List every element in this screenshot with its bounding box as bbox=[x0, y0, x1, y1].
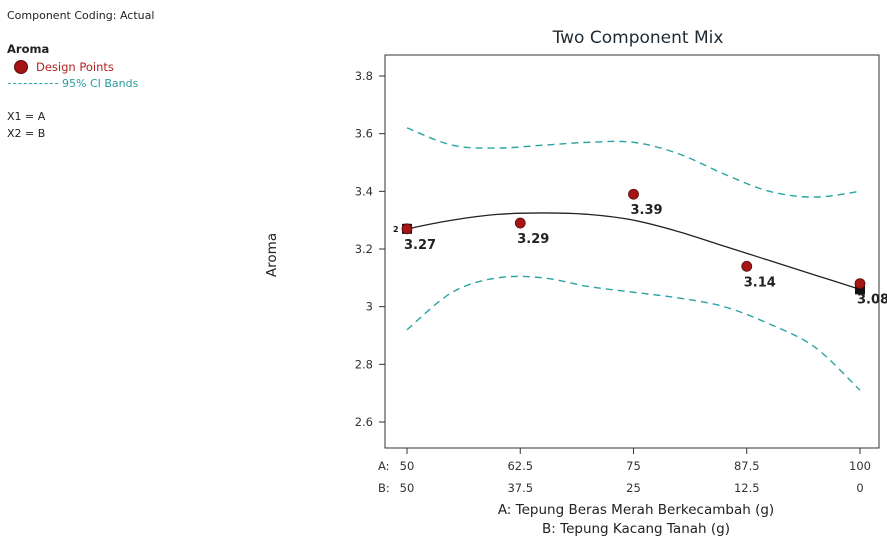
replicate-count: 2 bbox=[393, 225, 399, 234]
x-tick-label-b: 37.5 bbox=[507, 481, 533, 495]
x-row-a-label: A: bbox=[378, 459, 390, 473]
x-tick-label-b: 50 bbox=[400, 481, 415, 495]
design-point-label: 3.08 bbox=[857, 293, 887, 308]
y-tick-label: 3.8 bbox=[355, 69, 373, 83]
design-points: 3.27 2 3.29 3.39 3.14 3.08 bbox=[393, 188, 887, 308]
y-tick-label: 2.6 bbox=[355, 415, 373, 429]
design-point bbox=[514, 217, 526, 229]
y-tick-label: 2.8 bbox=[355, 357, 373, 371]
x-tick-label-a: 50 bbox=[400, 459, 415, 473]
x-tick-label-a: 100 bbox=[849, 459, 871, 473]
fit-curve-group bbox=[406, 212, 861, 290]
design-point bbox=[741, 260, 753, 272]
design-point-label: 3.27 bbox=[404, 238, 436, 253]
y-tick-label: 3 bbox=[366, 300, 373, 314]
x-axis-label-a: A: Tepung Beras Merah Berkecambah (g) bbox=[498, 502, 774, 518]
actual-value-marker bbox=[855, 284, 865, 295]
x-tick-label-a: 62.5 bbox=[507, 459, 533, 473]
y-axis: 2.6 2.8 3 3.2 3.4 3.6 3.8 bbox=[355, 69, 385, 429]
legend-design-points: Design Points bbox=[14, 60, 114, 74]
x-tick-label-b: 25 bbox=[626, 481, 641, 495]
x1-mapping: X1 = A bbox=[7, 110, 46, 123]
design-point-label: 3.29 bbox=[517, 232, 549, 247]
response-name: Aroma bbox=[7, 42, 50, 56]
legend-ci-bands: 95% CI Bands bbox=[8, 77, 138, 90]
ci-lower-band bbox=[406, 275, 861, 391]
x-row-b-label: B: bbox=[378, 481, 390, 495]
design-point-marker-icon bbox=[14, 60, 28, 74]
design-point-label: 3.39 bbox=[631, 203, 663, 218]
design-point bbox=[854, 278, 866, 290]
ci-upper-band bbox=[406, 127, 861, 198]
x-axis: 50 50 62.5 37.5 75 25 87.5 12.5 100 0 bbox=[400, 448, 871, 495]
x-tick-label-b: 0 bbox=[856, 481, 863, 495]
plot-frame bbox=[384, 54, 880, 449]
design-point bbox=[628, 188, 639, 200]
legend-design-points-label: Design Points bbox=[36, 60, 114, 74]
dashed-line-icon bbox=[8, 83, 58, 84]
y-axis-label: Aroma bbox=[264, 233, 280, 277]
ci-bands bbox=[406, 127, 861, 391]
y-tick-label: 3.6 bbox=[355, 127, 373, 141]
legend-ci-bands-label: 95% CI Bands bbox=[62, 77, 139, 90]
y-tick-label: 3.4 bbox=[355, 184, 373, 198]
design-point-label: 3.14 bbox=[744, 275, 776, 290]
y-tick-label: 3.2 bbox=[355, 242, 373, 256]
x2-mapping: X2 = B bbox=[7, 127, 46, 140]
fit-curve bbox=[406, 212, 861, 290]
design-point bbox=[401, 223, 413, 235]
component-coding-label: Component Coding: Actual bbox=[7, 9, 155, 22]
x-tick-label-a: 87.5 bbox=[734, 459, 760, 473]
x-tick-label-b: 12.5 bbox=[734, 481, 760, 495]
chart-title: Two Component Mix bbox=[552, 28, 724, 48]
x-axis-label-b: B: Tepung Kacang Tanah (g) bbox=[542, 521, 730, 536]
x-tick-label-a: 75 bbox=[626, 459, 641, 473]
